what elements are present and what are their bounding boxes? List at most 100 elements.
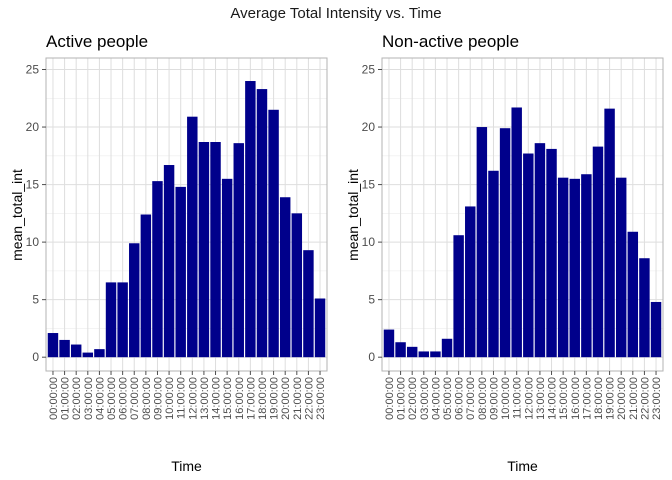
x-tick-label: 22:00:00 [303, 377, 315, 420]
x-axis-label: Time [507, 458, 538, 474]
y-tick-label: 20 [362, 120, 376, 134]
bar [523, 153, 534, 358]
bar [441, 338, 453, 358]
bar [534, 143, 546, 358]
x-tick-label: 12:00:00 [187, 377, 199, 420]
bar [279, 197, 291, 358]
x-tick-label: 07:00:00 [129, 377, 141, 420]
x-tick-label: 16:00:00 [570, 377, 582, 420]
bar [105, 282, 117, 358]
x-tick-label: 18:00:00 [257, 377, 269, 420]
x-tick-label: 09:00:00 [488, 377, 500, 420]
bar [314, 298, 326, 358]
figure-title: Average Total Intensity vs. Time [230, 5, 441, 22]
bar [557, 177, 569, 358]
bar [627, 231, 639, 358]
bar [395, 342, 406, 358]
panel-title: Active people [46, 32, 148, 51]
bar [82, 352, 94, 358]
bar [465, 206, 476, 358]
x-tick-label: 06:00:00 [454, 377, 466, 420]
y-tick-label: 20 [26, 120, 40, 134]
x-tick-label: 17:00:00 [581, 377, 593, 420]
bar [383, 329, 395, 358]
x-tick-label: 19:00:00 [269, 377, 281, 420]
y-tick-label: 5 [32, 293, 39, 307]
bar [406, 346, 418, 358]
bar [233, 143, 244, 358]
bar [117, 282, 128, 358]
panel-border [381, 57, 664, 372]
bar [499, 128, 511, 358]
bar [198, 142, 210, 358]
y-axis-label: mean_total_int [345, 169, 361, 261]
x-tick-label: 03:00:00 [419, 377, 431, 420]
bar [59, 339, 70, 358]
bar [418, 351, 430, 358]
x-tick-label: 13:00:00 [199, 377, 211, 420]
x-tick-label: 23:00:00 [315, 377, 327, 420]
bar [187, 116, 198, 358]
x-tick-label: 00:00:00 [384, 377, 396, 420]
x-tick-label: 21:00:00 [628, 377, 640, 420]
y-tick-label: 25 [362, 63, 376, 77]
y-tick-label: 0 [368, 350, 375, 364]
x-tick-label: 15:00:00 [222, 377, 234, 420]
x-tick-label: 06:00:00 [118, 377, 130, 420]
x-tick-label: 01:00:00 [60, 377, 72, 420]
bars [383, 107, 662, 358]
y-tick-label: 5 [368, 293, 375, 307]
bar [47, 333, 59, 358]
bars [47, 81, 326, 358]
x-tick-label: 21:00:00 [292, 377, 304, 420]
panel-title: Non-active people [382, 32, 519, 51]
x-tick-label: 11:00:00 [176, 377, 188, 419]
x-tick-label: 00:00:00 [48, 377, 60, 420]
bar [592, 146, 604, 358]
bar [291, 213, 303, 358]
x-tick-label: 10:00:00 [164, 377, 176, 420]
y-tick-label: 10 [362, 235, 376, 249]
bar [453, 235, 464, 358]
x-tick-label: 02:00:00 [407, 377, 419, 420]
x-tick-label: 05:00:00 [442, 377, 454, 420]
x-tick-label: 08:00:00 [477, 377, 489, 420]
x-tick-label: 23:00:00 [651, 377, 663, 420]
panel-border [45, 57, 328, 372]
x-tick-label: 01:00:00 [396, 377, 408, 420]
bar [569, 178, 580, 358]
x-tick-label: 08:00:00 [141, 377, 153, 420]
x-tick-label: 20:00:00 [616, 377, 628, 420]
x-tick-label: 22:00:00 [639, 377, 651, 420]
y-tick-label: 0 [32, 350, 39, 364]
y-tick-label: 15 [362, 178, 376, 192]
bar [140, 214, 152, 358]
bar [650, 301, 662, 358]
x-tick-label: 14:00:00 [547, 377, 559, 420]
x-tick-label: 04:00:00 [94, 377, 106, 420]
bar [581, 174, 592, 358]
active-people-chart: Active people Time mean_total_int 0 5 10 15… [9, 32, 328, 474]
x-tick-label: 05:00:00 [106, 377, 118, 420]
bar [129, 243, 140, 358]
x-tick-label: 02:00:00 [71, 377, 83, 420]
bar [175, 186, 186, 358]
x-tick-label: 17:00:00 [245, 377, 257, 420]
bar [256, 89, 268, 358]
bar [303, 250, 314, 358]
bar [476, 127, 488, 358]
x-tick-label: 12:00:00 [523, 377, 535, 420]
bar [268, 109, 279, 358]
x-tick-label: 16:00:00 [234, 377, 246, 420]
bar [604, 108, 615, 358]
x-tick-label: 03:00:00 [83, 377, 95, 420]
x-tick-label: 07:00:00 [465, 377, 477, 420]
bar [163, 165, 175, 358]
x-tick-label: 13:00:00 [535, 377, 547, 420]
bar [615, 177, 627, 358]
bar [94, 349, 105, 358]
x-tick-label: 04:00:00 [430, 377, 442, 420]
x-tick-label: 14:00:00 [211, 377, 223, 420]
x-tick-label: 15:00:00 [558, 377, 570, 420]
